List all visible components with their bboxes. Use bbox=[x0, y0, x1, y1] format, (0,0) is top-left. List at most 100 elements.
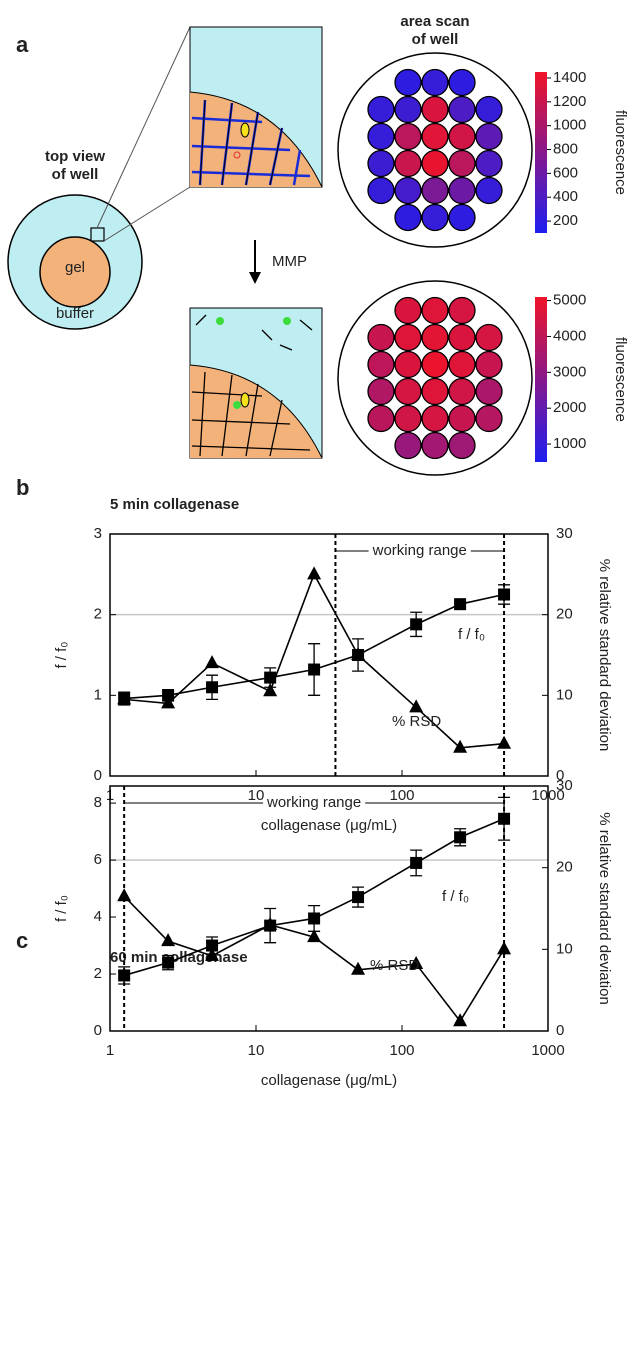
scan-spot bbox=[475, 350, 503, 379]
well-title: of well bbox=[52, 166, 99, 183]
scan-spot bbox=[394, 431, 422, 460]
marker bbox=[497, 941, 512, 955]
scan-spot bbox=[448, 431, 476, 460]
marker bbox=[161, 695, 176, 709]
colorbar-label: fluorescence bbox=[612, 110, 629, 195]
scan-spot bbox=[421, 203, 449, 232]
arrow-head bbox=[249, 272, 261, 284]
scan-spot bbox=[421, 404, 449, 433]
y-tick-label: 8 bbox=[94, 794, 102, 811]
marker bbox=[308, 663, 321, 676]
colorbar-tick-label: 200 bbox=[553, 212, 578, 229]
scan-spot bbox=[475, 95, 503, 124]
scan-spot bbox=[448, 377, 476, 406]
scan-spot bbox=[421, 176, 449, 205]
scan-spot bbox=[448, 122, 476, 151]
marker bbox=[117, 888, 132, 902]
scan-spot bbox=[475, 323, 503, 352]
scan-spot bbox=[421, 377, 449, 406]
x-axis-label: collagenase (μg/mL) bbox=[261, 1072, 397, 1089]
panel-label: a bbox=[16, 32, 29, 57]
y-tick-label: 2 bbox=[94, 965, 102, 982]
x-tick-label: 10 bbox=[248, 787, 265, 804]
gel-label: gel bbox=[65, 259, 85, 276]
scan-spot bbox=[394, 176, 422, 205]
scan-spot bbox=[421, 350, 449, 379]
marker bbox=[263, 683, 278, 697]
y-tick-label: 0 bbox=[94, 1022, 102, 1039]
zoom-box bbox=[189, 307, 323, 459]
scan-spot bbox=[475, 176, 503, 205]
marker bbox=[351, 647, 366, 660]
arrow-label: MMP bbox=[272, 253, 307, 270]
marker bbox=[308, 912, 321, 925]
marker bbox=[453, 1013, 468, 1027]
scan-spot bbox=[448, 350, 476, 379]
scan-spot bbox=[367, 377, 395, 406]
scan-spot bbox=[421, 149, 449, 178]
scan-spot bbox=[448, 149, 476, 178]
colorbar-label: fluorescence bbox=[612, 337, 629, 422]
marker bbox=[351, 961, 366, 975]
scan-spot bbox=[367, 404, 395, 433]
panel-label: c bbox=[16, 928, 28, 953]
x-tick-label: 1000 bbox=[531, 1042, 564, 1059]
marker bbox=[454, 598, 467, 611]
marker bbox=[205, 947, 220, 961]
marker bbox=[162, 956, 175, 969]
y-tick-label: 4 bbox=[94, 908, 102, 925]
y2-axis-label: % relative standard deviation bbox=[596, 559, 613, 752]
x-tick-label: 1 bbox=[106, 1042, 114, 1059]
y-tick-label: 2 bbox=[94, 606, 102, 623]
scan-spot bbox=[367, 176, 395, 205]
scan-spot bbox=[475, 377, 503, 406]
y-tick-label: 1 bbox=[94, 686, 102, 703]
scan-spot bbox=[421, 122, 449, 151]
scan-title: of well bbox=[412, 31, 459, 48]
marker bbox=[454, 831, 467, 844]
marker bbox=[263, 916, 278, 930]
series-label: % RSD bbox=[370, 957, 419, 974]
y2-tick-label: 0 bbox=[556, 1022, 564, 1039]
marker bbox=[410, 856, 423, 869]
scan-spot bbox=[394, 404, 422, 433]
marker bbox=[352, 891, 365, 904]
y-tick-label: 6 bbox=[94, 851, 102, 868]
working-range-label: working range bbox=[266, 794, 361, 811]
scan-spot bbox=[394, 68, 422, 97]
marker bbox=[162, 689, 175, 702]
marker bbox=[307, 929, 322, 943]
colorbar-tick-label: 1000 bbox=[553, 117, 586, 134]
marker bbox=[118, 969, 131, 982]
colorbar bbox=[535, 72, 547, 233]
colorbar-tick-label: 4000 bbox=[553, 327, 586, 344]
x-axis-label: collagenase (μg/mL) bbox=[261, 817, 397, 834]
y2-tick-label: 10 bbox=[556, 940, 573, 957]
marker bbox=[409, 956, 424, 970]
scan-spot bbox=[367, 149, 395, 178]
y-axis-label: f / f₀ bbox=[53, 641, 70, 668]
marker bbox=[264, 671, 277, 684]
scan-spot bbox=[394, 350, 422, 379]
colorbar-tick-label: 1000 bbox=[553, 435, 586, 452]
y2-tick-label: 20 bbox=[556, 859, 573, 876]
series-label: f / f₀ bbox=[458, 626, 485, 643]
chart-title: 5 min collagenase bbox=[110, 496, 239, 513]
y2-tick-label: 30 bbox=[556, 525, 573, 542]
series-label: f / f₀ bbox=[442, 888, 469, 905]
scan-spot bbox=[421, 431, 449, 460]
scan-spot bbox=[448, 176, 476, 205]
marker bbox=[498, 812, 511, 825]
marker bbox=[498, 588, 511, 601]
scan-spot bbox=[448, 68, 476, 97]
marker bbox=[497, 735, 512, 749]
scan-spot bbox=[448, 323, 476, 352]
y-axis-label: f / f₀ bbox=[53, 895, 70, 922]
x-tick-label: 10 bbox=[248, 1042, 265, 1059]
colorbar-tick-label: 400 bbox=[553, 188, 578, 205]
marker bbox=[307, 566, 322, 580]
scan-spot bbox=[421, 323, 449, 352]
scan-spot bbox=[367, 122, 395, 151]
scan-spot bbox=[394, 323, 422, 352]
